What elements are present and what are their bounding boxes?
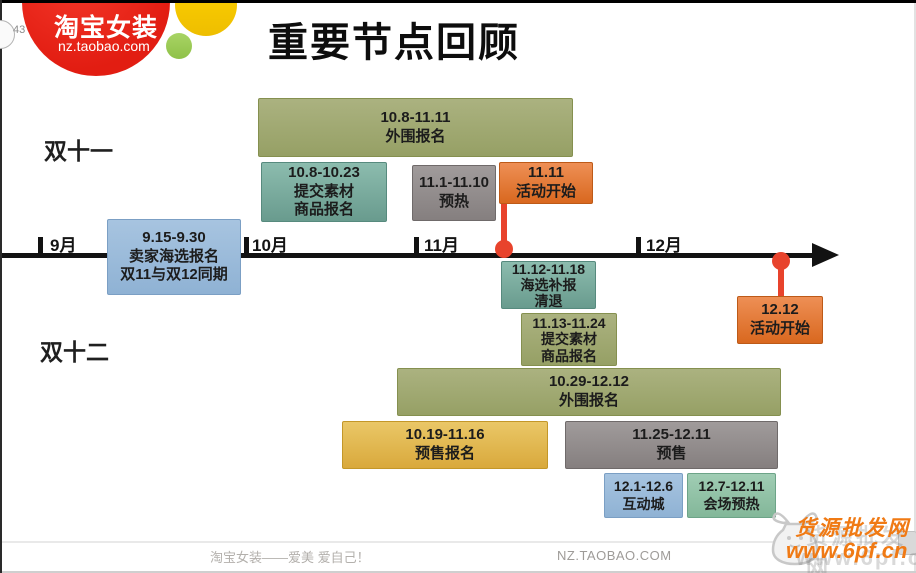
footer-site-url: NZ.TAOBAO.COM [557,548,672,563]
event-dates: 12.7-12.11 [698,478,765,494]
event-label: 活动开始 [515,183,576,200]
decor-green-circle [166,33,192,59]
footer-tagline: 淘宝女装——爱美 爱自己！ [210,550,370,565]
event-box-submit-materials-d12: 11.13-11.24 提交素材 商品报名 [521,313,617,366]
section-label-double12: 双十二 [40,339,109,365]
event-label: 会场预热 [703,495,760,512]
watermark-ghost-name: 货源批发网 [806,524,907,573]
timeline-tick-sep [38,237,43,255]
logo-url-text: nz.taobao.com [58,38,150,54]
page-number: 43 [13,24,26,36]
event-box-launch-d12: 12.12 活动开始 [737,296,823,344]
event-label: 预热 [438,193,469,210]
event-box-submit-materials-d11: 10.8-10.23 提交素材 商品报名 [261,162,387,222]
footer-divider [0,541,916,543]
right-border [914,0,916,573]
section-label-double11: 双十一 [44,138,113,164]
event-dates: 10.19-11.16 [405,426,485,444]
event-label: 卖家海选报名 双11与双12同期 [120,247,228,284]
event-label: 预售报名 [414,445,475,462]
event-label: 活动开始 [749,320,810,337]
event-label: 预售 [656,445,687,462]
event-box-presale-signup-d12: 10.19-11.16 预售报名 [342,421,548,469]
event-label: 外围报名 [558,392,619,409]
watermark-name: 货源批发网 [795,517,910,540]
event-label: 互动城 [622,495,665,512]
watermark-chip [898,531,916,555]
watermark-ghost-url: www.6pf.cn [796,545,916,570]
event-label: 外围报名 [385,127,446,145]
event-dates: 11.25-12.11 [632,426,711,444]
event-box-warmup-d11: 11.1-11.10 预热 [412,165,496,221]
bottom-border [0,571,916,573]
decor-yellow-circle [175,0,237,36]
event-dates: 11.12-11.18 [511,260,586,277]
event-box-presale-d12: 11.25-12.11 预售 [565,421,778,469]
month-label-oct: 10月 [252,236,288,255]
event-box-outer-signup-d11: 10.8-11.11 外围报名 [258,98,573,157]
event-dates: 10.8-10.23 [288,163,360,181]
milestone-dot-1111 [495,240,513,258]
money-bag-icon [768,508,822,571]
event-dates: 11.13-11.24 [532,315,606,332]
event-dates: 9.15-9.30 [142,228,206,246]
top-border [0,0,916,3]
logo-brand-text: 淘宝女装 [54,14,159,42]
event-box-outer-signup-d12: 10.29-12.12 外围报名 [397,368,781,416]
event-dates: 11.1-11.10 [418,174,490,192]
month-label-nov: 11月 [424,236,459,255]
event-box-interactive-city-d12: 12.1-12.6 互动城 [604,473,683,518]
event-box-seller-audition: 9.15-9.30 卖家海选报名 双11与双12同期 [107,219,241,295]
event-dates: 12.12 [761,301,799,319]
milestone-connector-1111 [501,203,507,249]
event-label: 海选补报 清退 [520,276,577,310]
event-box-launch-d11: 11.11 活动开始 [499,162,593,204]
timeline-axis [0,253,813,258]
timeline-tick-oct [244,237,249,255]
milestone-connector-1212 [778,257,784,297]
timeline-tick-dec [636,237,641,255]
page-title: 重要节点回顾 [268,21,520,65]
event-box-venue-warmup-d12: 12.7-12.11 会场预热 [687,473,776,518]
event-label: 提交素材 商品报名 [541,331,597,364]
event-box-makeup-signup-d12: 11.12-11.18 海选补报 清退 [501,261,596,309]
event-dates: 10.29-12.12 [548,373,630,391]
month-label-dec: 12月 [646,236,682,255]
left-border [0,0,2,573]
watermark-url: www.6pf.cn [786,538,908,563]
event-dates: 10.8-11.11 [380,108,451,126]
event-label: 提交素材 商品报名 [293,182,354,219]
event-dates: 11.11 [528,164,564,182]
milestone-dot-1212 [772,252,790,270]
timeline-arrow-icon [812,243,839,267]
event-dates: 12.1-12.6 [613,478,674,494]
timeline-tick-nov [414,237,419,255]
month-label-sep: 9月 [50,236,77,255]
